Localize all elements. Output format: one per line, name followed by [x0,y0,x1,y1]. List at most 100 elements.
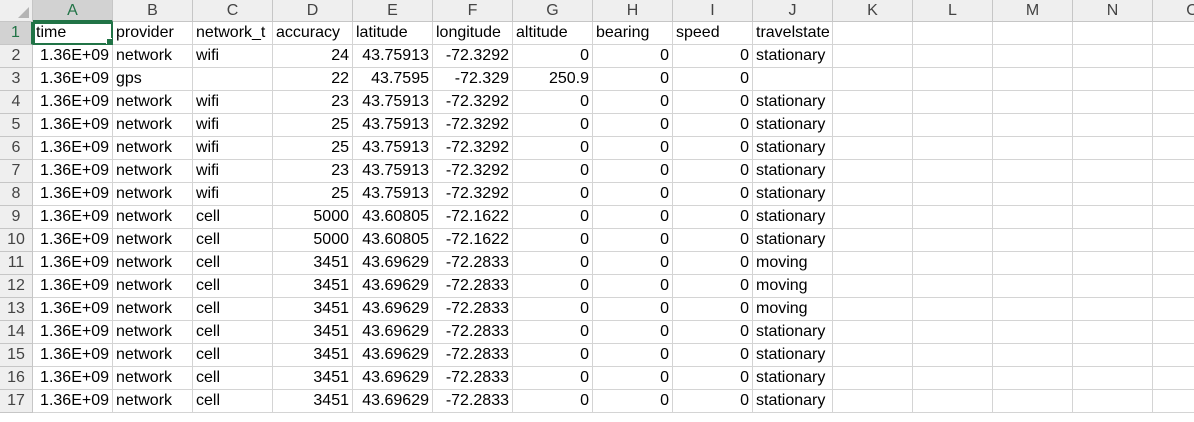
cell-a11[interactable]: 1.36E+09 [33,252,113,275]
cell-f7[interactable]: -72.3292 [433,160,513,183]
cell-l2[interactable] [913,45,993,68]
cell-k12[interactable] [833,275,913,298]
cell-i4[interactable]: 0 [673,91,753,114]
cell-a7[interactable]: 1.36E+09 [33,160,113,183]
cell-d9[interactable]: 5000 [273,206,353,229]
cell-n8[interactable] [1073,183,1153,206]
cell-d17[interactable]: 3451 [273,390,353,413]
cell-l4[interactable] [913,91,993,114]
cell-j13[interactable]: moving [753,298,833,321]
cell-l6[interactable] [913,137,993,160]
cell-n17[interactable] [1073,390,1153,413]
cell-n14[interactable] [1073,321,1153,344]
row-header-3[interactable]: 3 [0,68,33,91]
cell-m17[interactable] [993,390,1073,413]
cell-a17[interactable]: 1.36E+09 [33,390,113,413]
cell-m8[interactable] [993,183,1073,206]
cell-l8[interactable] [913,183,993,206]
cell-b17[interactable]: network [113,390,193,413]
cell-k11[interactable] [833,252,913,275]
cell-a10[interactable]: 1.36E+09 [33,229,113,252]
cell-h10[interactable]: 0 [593,229,673,252]
cell-n4[interactable] [1073,91,1153,114]
cell-a6[interactable]: 1.36E+09 [33,137,113,160]
cell-o13[interactable] [1153,298,1194,321]
cell-o17[interactable] [1153,390,1194,413]
row-header-14[interactable]: 14 [0,321,33,344]
cell-k15[interactable] [833,344,913,367]
cell-m15[interactable] [993,344,1073,367]
cell-c8[interactable]: wifi [193,183,273,206]
cell-c5[interactable]: wifi [193,114,273,137]
cell-c10[interactable]: cell [193,229,273,252]
cell-i3[interactable]: 0 [673,68,753,91]
cell-l7[interactable] [913,160,993,183]
cell-h9[interactable]: 0 [593,206,673,229]
cell-k7[interactable] [833,160,913,183]
cell-g17[interactable]: 0 [513,390,593,413]
column-header-l[interactable]: L [913,0,993,22]
row-header-11[interactable]: 11 [0,252,33,275]
cell-c6[interactable]: wifi [193,137,273,160]
cell-i14[interactable]: 0 [673,321,753,344]
cell-f3[interactable]: -72.329 [433,68,513,91]
cell-f9[interactable]: -72.1622 [433,206,513,229]
cell-o11[interactable] [1153,252,1194,275]
cell-l15[interactable] [913,344,993,367]
column-header-j[interactable]: J [753,0,833,22]
cell-f14[interactable]: -72.2833 [433,321,513,344]
cell-n13[interactable] [1073,298,1153,321]
cell-b4[interactable]: network [113,91,193,114]
cell-k16[interactable] [833,367,913,390]
row-header-15[interactable]: 15 [0,344,33,367]
cell-d1[interactable]: accuracy [273,22,353,45]
cell-d3[interactable]: 22 [273,68,353,91]
cell-h6[interactable]: 0 [593,137,673,160]
cell-m10[interactable] [993,229,1073,252]
row-header-16[interactable]: 16 [0,367,33,390]
cell-b12[interactable]: network [113,275,193,298]
cell-h14[interactable]: 0 [593,321,673,344]
cell-i1[interactable]: speed [673,22,753,45]
cell-l11[interactable] [913,252,993,275]
column-header-c[interactable]: C [193,0,273,22]
cell-c9[interactable]: cell [193,206,273,229]
cell-g10[interactable]: 0 [513,229,593,252]
cell-h12[interactable]: 0 [593,275,673,298]
cell-o4[interactable] [1153,91,1194,114]
cell-a15[interactable]: 1.36E+09 [33,344,113,367]
cell-o10[interactable] [1153,229,1194,252]
cell-d8[interactable]: 25 [273,183,353,206]
cell-j5[interactable]: stationary [753,114,833,137]
cell-b5[interactable]: network [113,114,193,137]
cell-c15[interactable]: cell [193,344,273,367]
cell-n10[interactable] [1073,229,1153,252]
cell-o9[interactable] [1153,206,1194,229]
cell-i12[interactable]: 0 [673,275,753,298]
cell-d11[interactable]: 3451 [273,252,353,275]
cell-b15[interactable]: network [113,344,193,367]
column-header-b[interactable]: B [113,0,193,22]
cell-f6[interactable]: -72.3292 [433,137,513,160]
cell-c2[interactable]: wifi [193,45,273,68]
cell-j15[interactable]: stationary [753,344,833,367]
cell-a8[interactable]: 1.36E+09 [33,183,113,206]
cell-h13[interactable]: 0 [593,298,673,321]
cell-k4[interactable] [833,91,913,114]
cell-f2[interactable]: -72.3292 [433,45,513,68]
cell-l3[interactable] [913,68,993,91]
cell-a16[interactable]: 1.36E+09 [33,367,113,390]
cell-n11[interactable] [1073,252,1153,275]
cell-f15[interactable]: -72.2833 [433,344,513,367]
cell-b7[interactable]: network [113,160,193,183]
cell-f1[interactable]: longitude [433,22,513,45]
cell-h2[interactable]: 0 [593,45,673,68]
cell-a13[interactable]: 1.36E+09 [33,298,113,321]
cell-k5[interactable] [833,114,913,137]
cell-j16[interactable]: stationary [753,367,833,390]
cell-e15[interactable]: 43.69629 [353,344,433,367]
cell-b13[interactable]: network [113,298,193,321]
cell-d6[interactable]: 25 [273,137,353,160]
cell-f11[interactable]: -72.2833 [433,252,513,275]
cell-a4[interactable]: 1.36E+09 [33,91,113,114]
